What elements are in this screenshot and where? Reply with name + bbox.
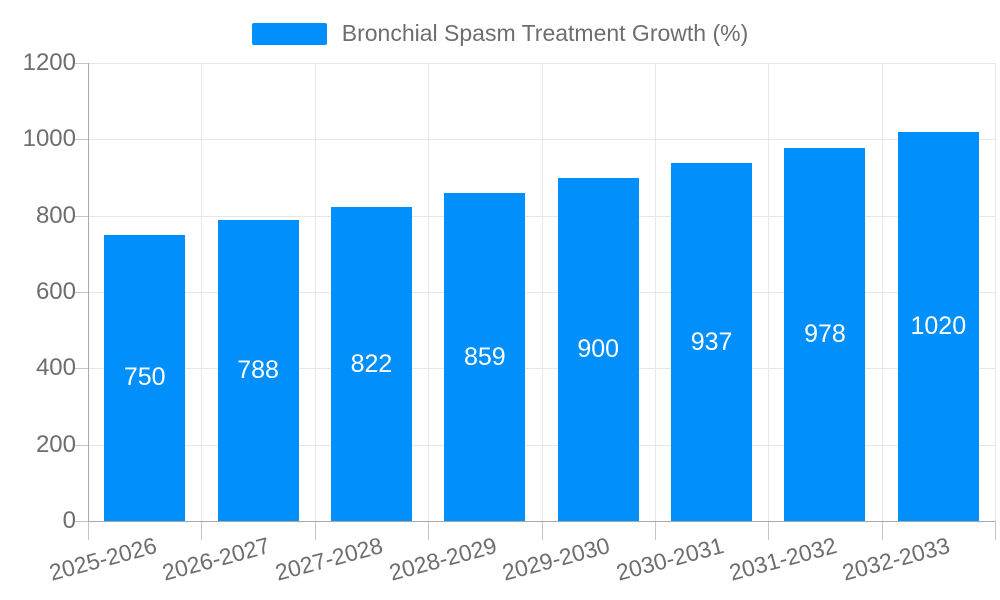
- bar[interactable]: 1020: [897, 131, 979, 521]
- bar[interactable]: 750: [104, 234, 186, 521]
- y-axis-tick: [75, 139, 88, 141]
- x-axis-tick: [881, 521, 883, 540]
- x-tick-label: 2025-2026: [46, 532, 160, 586]
- x-axis-tick: [541, 521, 543, 540]
- x-tick-label: 2028-2029: [386, 532, 500, 586]
- legend-swatch-icon: [251, 22, 327, 45]
- bar[interactable]: 978: [784, 147, 866, 521]
- y-axis-tick: [75, 444, 88, 446]
- x-axis-tick: [768, 521, 770, 540]
- y-tick-label: 800: [35, 201, 76, 229]
- bar-value-label: 750: [123, 363, 166, 392]
- y-tick-label: 0: [62, 507, 76, 534]
- x-tick-label: 2029-2030: [499, 532, 613, 586]
- gridline-vertical: [541, 63, 543, 521]
- bar-value-label: 900: [577, 334, 620, 363]
- y-tick-label: 1000: [22, 125, 76, 153]
- gridline-vertical: [768, 63, 770, 521]
- x-tick-label: 2030-2031: [613, 532, 727, 586]
- y-axis-tick: [75, 63, 88, 64]
- bar[interactable]: 859: [444, 193, 526, 521]
- legend-label: Bronchial Spasm Treatment Growth (%): [341, 20, 749, 46]
- y-tick-label: 400: [35, 354, 76, 382]
- x-axis-tick: [654, 521, 656, 540]
- bar-value-label: 937: [690, 327, 733, 356]
- y-axis-tick: [75, 292, 88, 293]
- x-axis-tick: [314, 521, 316, 540]
- legend-item[interactable]: Bronchial Spasm Treatment Growth (%): [0, 20, 1000, 47]
- x-axis-line: [88, 521, 995, 522]
- bar-value-label: 822: [350, 349, 393, 378]
- gridline-vertical: [201, 63, 203, 521]
- bar-value-label: 788: [237, 356, 279, 385]
- x-axis-tick: [88, 521, 89, 540]
- gridline-vertical: [995, 63, 996, 521]
- y-tick-label: 200: [35, 430, 76, 458]
- gridline-vertical: [428, 63, 430, 521]
- gridline-vertical: [654, 63, 656, 521]
- y-axis-tick: [75, 368, 88, 370]
- bar[interactable]: 788: [217, 220, 299, 521]
- gridline-vertical: [881, 63, 883, 521]
- x-tick-label: 2031-2032: [726, 532, 840, 586]
- bar[interactable]: 822: [330, 207, 412, 521]
- x-tick-label: 2027-2028: [272, 532, 386, 586]
- bar[interactable]: 900: [557, 177, 639, 521]
- x-axis-tick: [428, 521, 430, 540]
- y-axis-tick: [75, 521, 88, 522]
- bar-value-label: 859: [463, 342, 506, 371]
- bar-value-label: 1020: [910, 311, 967, 340]
- y-axis-tick: [75, 215, 88, 217]
- y-tick-label: 1200: [22, 49, 76, 76]
- x-axis-tick: [995, 521, 996, 540]
- bar[interactable]: 937: [671, 163, 753, 521]
- gridline-vertical: [314, 63, 316, 521]
- x-tick-label: 2032-2033: [839, 532, 953, 586]
- x-axis-tick: [201, 521, 203, 540]
- bar-value-label: 978: [804, 319, 846, 348]
- y-axis-line: [88, 63, 89, 521]
- y-tick-label: 600: [35, 278, 76, 305]
- x-tick-label: 2026-2027: [159, 532, 273, 586]
